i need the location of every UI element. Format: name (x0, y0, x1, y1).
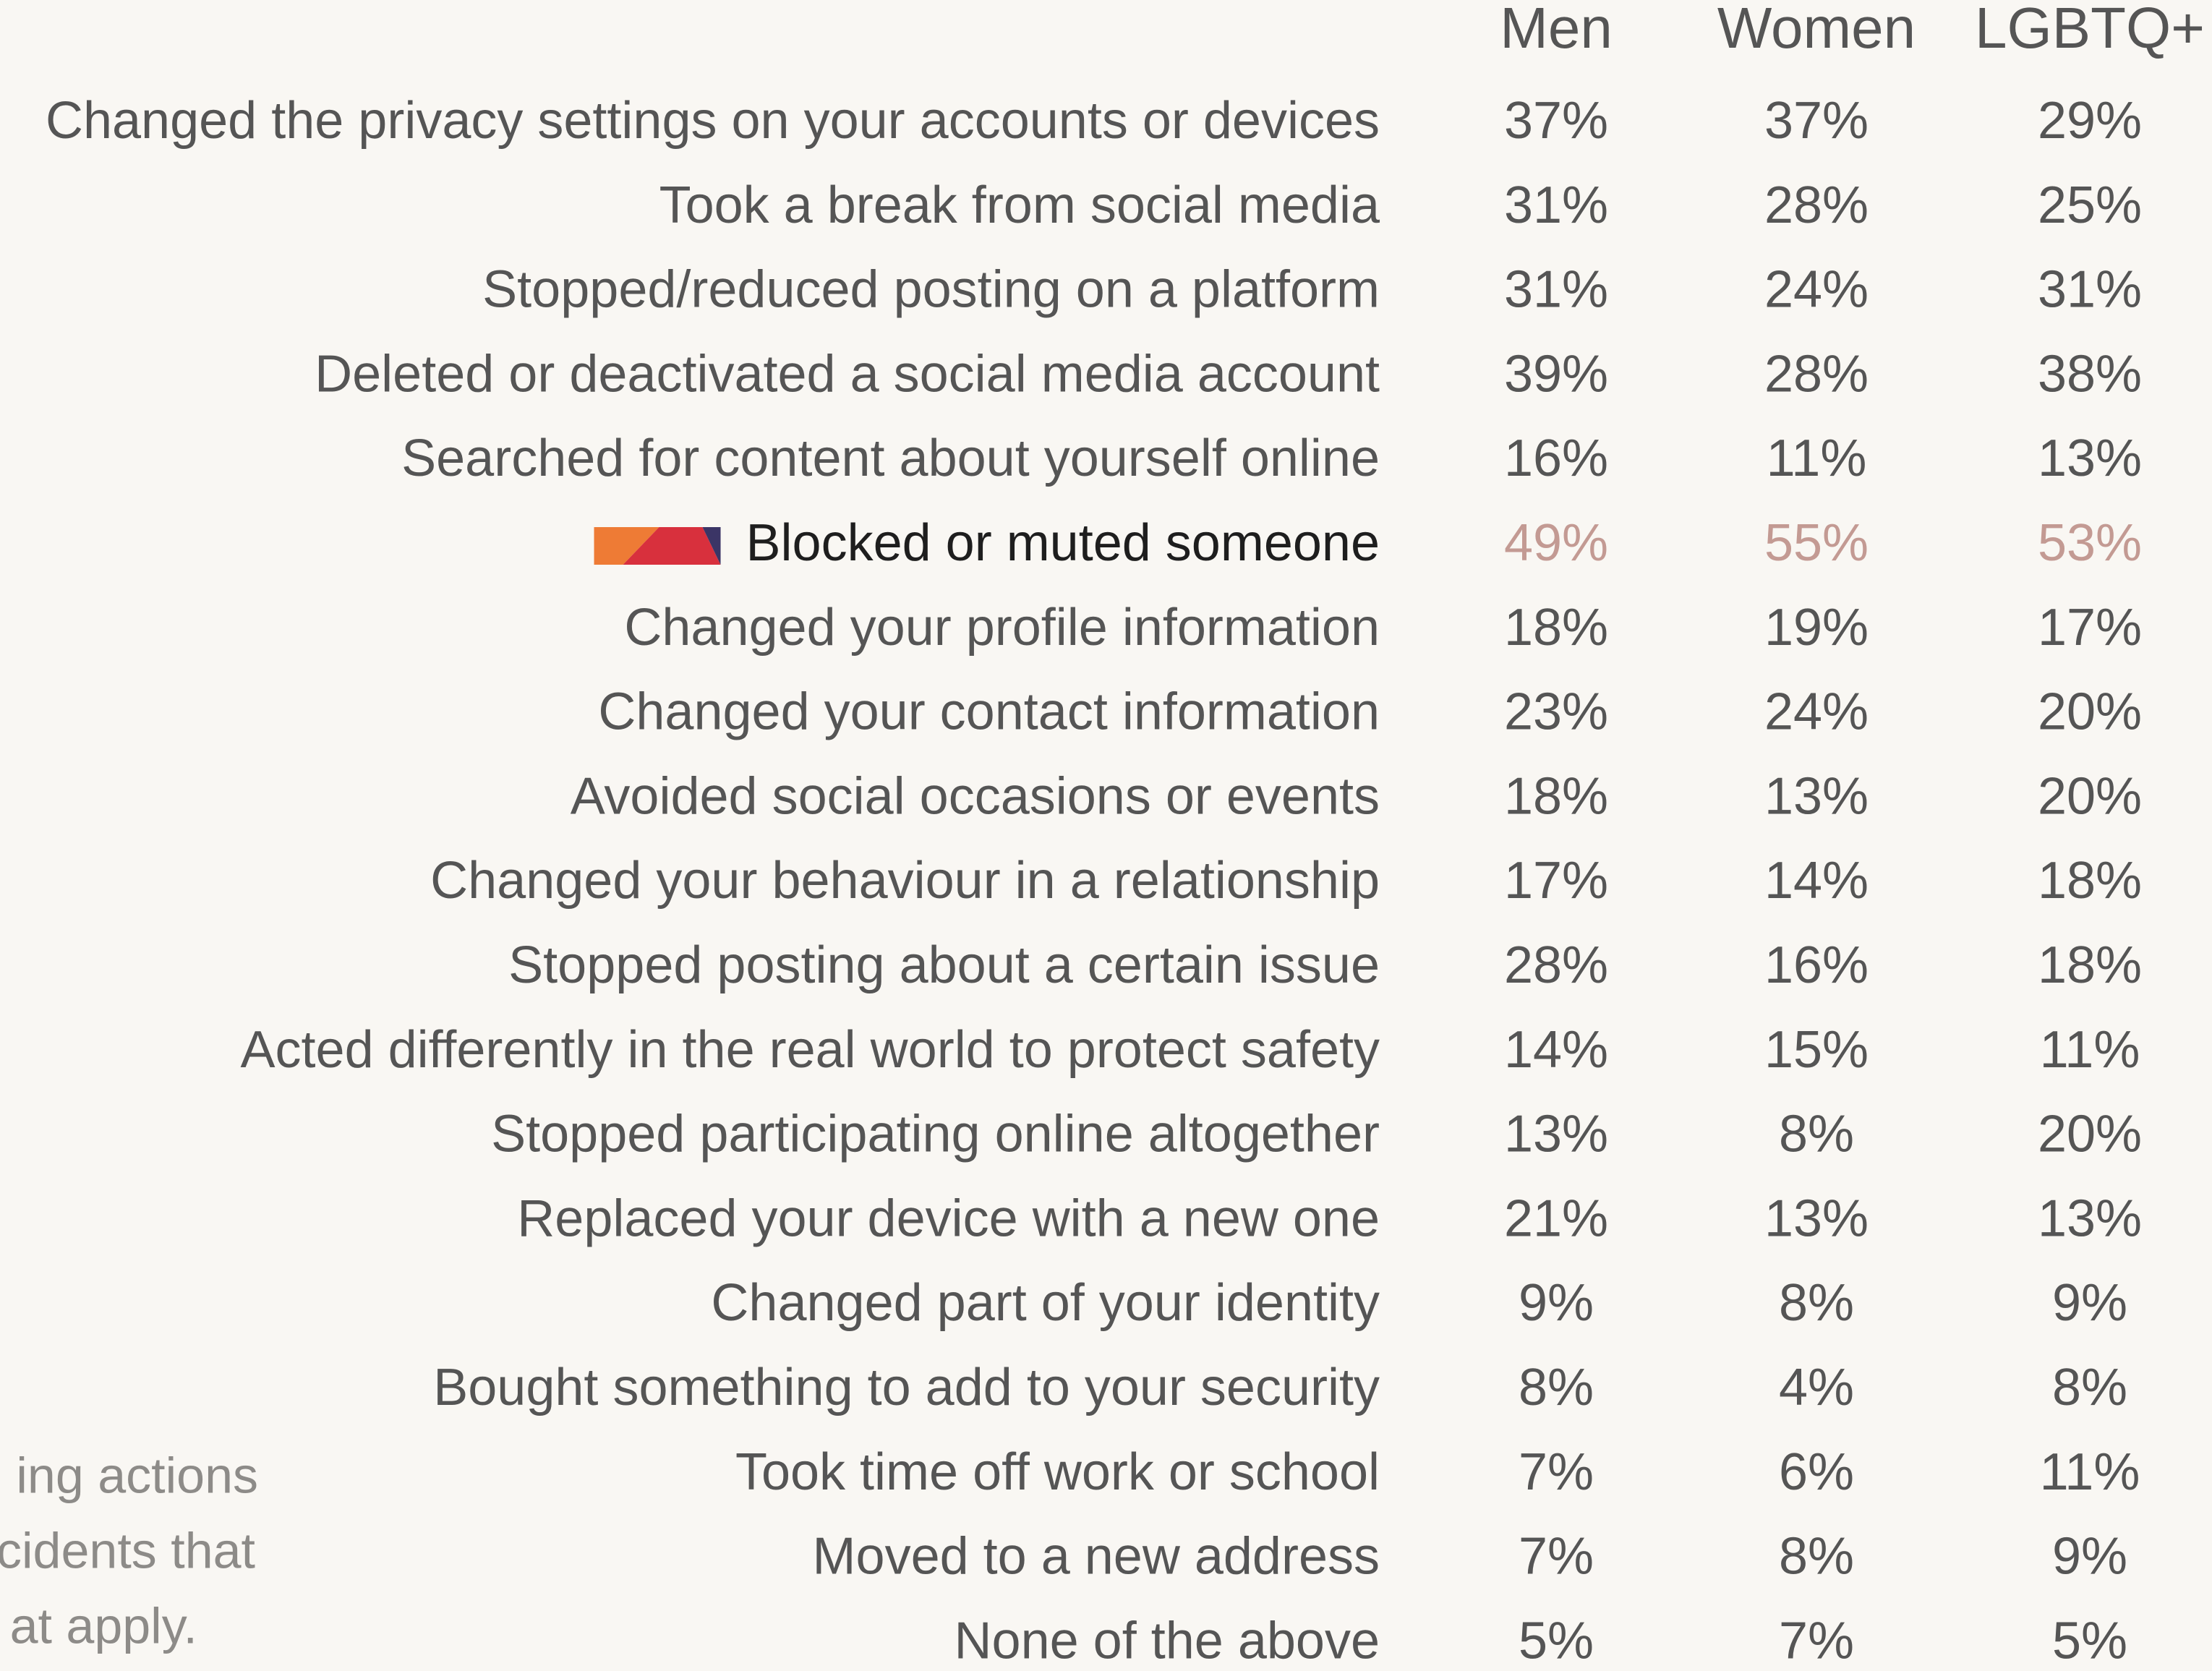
cell-value: 20% (2038, 1106, 2142, 1163)
row-label: Stopped/reduced posting on a platform (482, 261, 1380, 319)
cell-value: 4% (1779, 1359, 1854, 1416)
cell-value: 7% (1519, 1528, 1594, 1586)
row-label: Bought something to add to your security (433, 1359, 1380, 1416)
cell-value: 16% (1504, 429, 1608, 487)
cell-value: 5% (1519, 1612, 1594, 1670)
column-header: Women (1717, 0, 1916, 60)
icon-shape (623, 527, 721, 565)
cell-value: 17% (2038, 599, 2142, 657)
column-header: LGBTQ+ (1975, 0, 2205, 60)
cell-value: 6% (1779, 1443, 1854, 1501)
row-label: Stopped participating online altogether (491, 1106, 1380, 1163)
row-label: Searched for content about yourself onli… (401, 429, 1380, 487)
cell-value: 29% (2038, 92, 2142, 150)
cell-value: 24% (1764, 683, 1869, 741)
cell-value: 28% (1504, 936, 1608, 994)
cell-value: 11% (2040, 1443, 2140, 1501)
cell-value: 18% (1504, 767, 1608, 825)
row-label: Took time off work or school (735, 1443, 1380, 1501)
cell-value: 18% (2038, 852, 2142, 910)
cell-value: 49% (1504, 514, 1608, 572)
cell-value: 25% (2038, 176, 2142, 234)
row-label: Took a break from social media (659, 176, 1380, 234)
column-header: Men (1500, 0, 1613, 60)
cell-value: 8% (1779, 1106, 1854, 1163)
cell-value: 31% (1504, 261, 1608, 319)
icon-shape (594, 527, 659, 565)
row-label: Avoided social occasions or events (571, 767, 1380, 825)
cell-value: 7% (1779, 1612, 1854, 1670)
cell-value: 53% (2038, 514, 2142, 572)
cell-value: 23% (1504, 683, 1608, 741)
cell-value: 37% (1504, 92, 1608, 150)
row-label: Changed the privacy settings on your acc… (46, 92, 1380, 150)
row-label: Acted differently in the real world to p… (241, 1021, 1380, 1079)
note-line: ing actions (16, 1447, 258, 1503)
cell-value: 13% (2038, 429, 2142, 487)
highlight-icon (594, 527, 721, 565)
cell-value: 5% (2052, 1612, 2127, 1670)
cell-value: 11% (2040, 1021, 2140, 1079)
cell-value: 8% (1779, 1528, 1854, 1586)
cell-value: 13% (1764, 767, 1869, 825)
row-label: Blocked or muted someone (746, 514, 1380, 572)
row-label: Replaced your device with a new one (517, 1189, 1380, 1247)
cell-value: 8% (2052, 1359, 2127, 1416)
cell-value: 21% (1504, 1189, 1608, 1247)
cell-value: 39% (1504, 345, 1608, 403)
cell-value: 16% (1764, 936, 1869, 994)
note-line: cidents that (0, 1522, 255, 1578)
cell-value: 24% (1764, 261, 1869, 319)
cell-value: 8% (1779, 1274, 1854, 1332)
cell-value: 13% (2038, 1189, 2142, 1247)
cell-value: 55% (1764, 514, 1869, 572)
icon-shape (702, 527, 721, 565)
cell-value: 14% (1504, 1021, 1608, 1079)
cell-value: 37% (1764, 92, 1869, 150)
row-label: Changed part of your identity (711, 1274, 1380, 1332)
row-label: Moved to a new address (813, 1528, 1380, 1586)
cell-value: 9% (2052, 1528, 2127, 1586)
cell-value: 20% (2038, 767, 2142, 825)
cell-value: 38% (2038, 345, 2142, 403)
cell-value: 28% (1764, 345, 1869, 403)
row-label: Changed your contact information (598, 683, 1380, 741)
cell-value: 18% (2038, 936, 2142, 994)
row-label: None of the above (955, 1612, 1380, 1670)
cell-value: 19% (1764, 599, 1869, 657)
cell-value: 15% (1764, 1021, 1869, 1079)
cell-value: 9% (2052, 1274, 2127, 1332)
row-label: Changed your behaviour in a relationship (430, 852, 1380, 910)
cell-value: 13% (1764, 1189, 1869, 1247)
cell-value: 18% (1504, 599, 1608, 657)
row-label: Changed your profile information (624, 599, 1380, 657)
cell-value: 14% (1764, 852, 1869, 910)
cell-value: 8% (1519, 1359, 1594, 1416)
cell-value: 17% (1504, 852, 1608, 910)
note-line: at apply. (10, 1597, 197, 1654)
cell-value: 28% (1764, 176, 1869, 234)
row-label: Deleted or deactivated a social media ac… (315, 345, 1380, 403)
cell-value: 7% (1519, 1443, 1594, 1501)
cell-value: 11% (1767, 429, 1867, 487)
cell-value: 20% (2038, 683, 2142, 741)
cell-value: 31% (2038, 261, 2142, 319)
row-label: Stopped posting about a certain issue (508, 936, 1380, 994)
cell-value: 31% (1504, 176, 1608, 234)
cell-value: 9% (1519, 1274, 1594, 1332)
cell-value: 13% (1504, 1106, 1608, 1163)
